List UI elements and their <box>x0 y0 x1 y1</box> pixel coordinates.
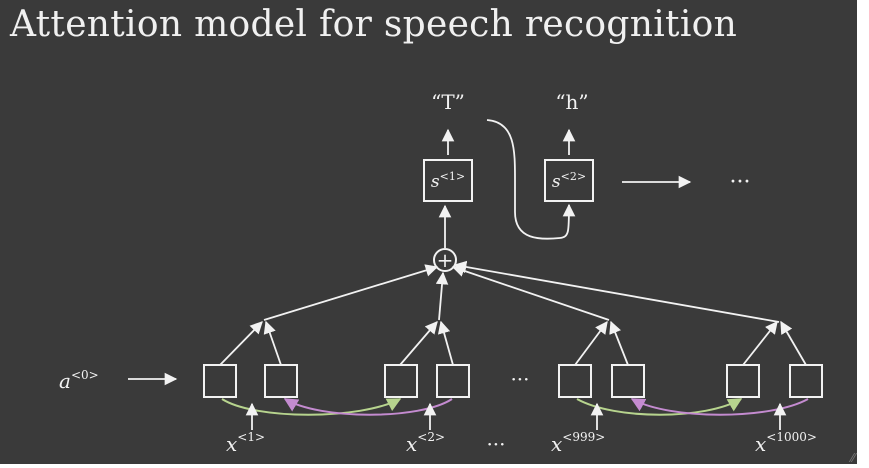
decoder-ellipsis: ··· <box>730 170 751 195</box>
output-label-2: “h” <box>555 90 588 114</box>
input-label-999-base: x <box>551 432 562 456</box>
output-label-1: “T” <box>431 90 465 114</box>
input-label-999: x<999> <box>551 430 605 456</box>
attention-line-1 <box>263 264 439 321</box>
input-label-2-base: x <box>406 432 417 456</box>
input-label-1-sup: <1> <box>237 430 265 444</box>
attention-sum-node: + <box>433 248 457 272</box>
decoder-state-2-base: s <box>552 172 561 192</box>
attention-sum-symbol: + <box>437 248 454 272</box>
input-label-1000-sup: <1000> <box>766 430 817 444</box>
decoder-state-2: s<2> <box>544 159 594 202</box>
forward-recurrence-arrow-1 <box>221 398 402 416</box>
decoder-state-1-base: s <box>431 172 440 192</box>
backward-recurrence-arrow-1 <box>283 398 453 416</box>
input-label-1-base: x <box>226 432 237 456</box>
initial-activation-label: a<0> <box>59 368 99 393</box>
encoder-bwd-cell-1000 <box>789 364 823 398</box>
encoder-bwd-cell-999 <box>611 364 645 398</box>
attention-line-4 <box>453 260 780 323</box>
decoder-state-2-sup: <2> <box>561 170 586 183</box>
input-ellipsis: ··· <box>486 432 505 456</box>
slide: Attention model for speech recognition “… <box>0 0 857 464</box>
encoder-fwd-cell-2 <box>384 364 418 398</box>
attention-line-2 <box>435 271 449 321</box>
encoder-gap-ellipsis: ··· <box>510 367 529 391</box>
slide-title: Attention model for speech recognition <box>10 4 738 45</box>
encoder-pair-1000 <box>742 320 807 366</box>
attention-line-3 <box>451 264 610 321</box>
encoder-fwd-cell-1000 <box>726 364 760 398</box>
encoder-fwd-cell-999 <box>558 364 592 398</box>
forward-recurrence-arrow-2 <box>576 398 743 416</box>
svg-text:s<1>: s<1> <box>431 170 465 192</box>
encoder-bwd-cell-1 <box>264 364 298 398</box>
input-label-999-sup: <999> <box>562 430 605 444</box>
feedback-connector <box>486 119 576 240</box>
encoder-pair-999 <box>574 320 629 366</box>
resize-grip-icon: ⁄⁄ <box>851 451 856 465</box>
backward-recurrence-arrow-2 <box>630 398 809 416</box>
attention-diagram: “T” “h” s<1> s<2> ··· + <box>59 90 823 456</box>
encoder-fwd-cell-1 <box>203 364 237 398</box>
initial-activation-base: a <box>59 369 71 393</box>
input-label-2-sup: <2> <box>417 430 445 444</box>
encoder-bwd-cell-2 <box>436 364 470 398</box>
svg-text:s<2>: s<2> <box>552 170 586 192</box>
input-label-1000: x<1000> <box>755 430 817 456</box>
decoder-state-1-sup: <1> <box>440 170 465 183</box>
initial-activation-sup: <0> <box>71 368 99 382</box>
encoder-pair-1 <box>219 320 282 366</box>
input-label-2: x<2> <box>406 430 445 456</box>
encoder-pair-2 <box>399 320 454 366</box>
input-label-1000-base: x <box>755 432 766 456</box>
input-label-1: x<1> <box>226 430 265 456</box>
decoder-state-1: s<1> <box>423 159 473 202</box>
